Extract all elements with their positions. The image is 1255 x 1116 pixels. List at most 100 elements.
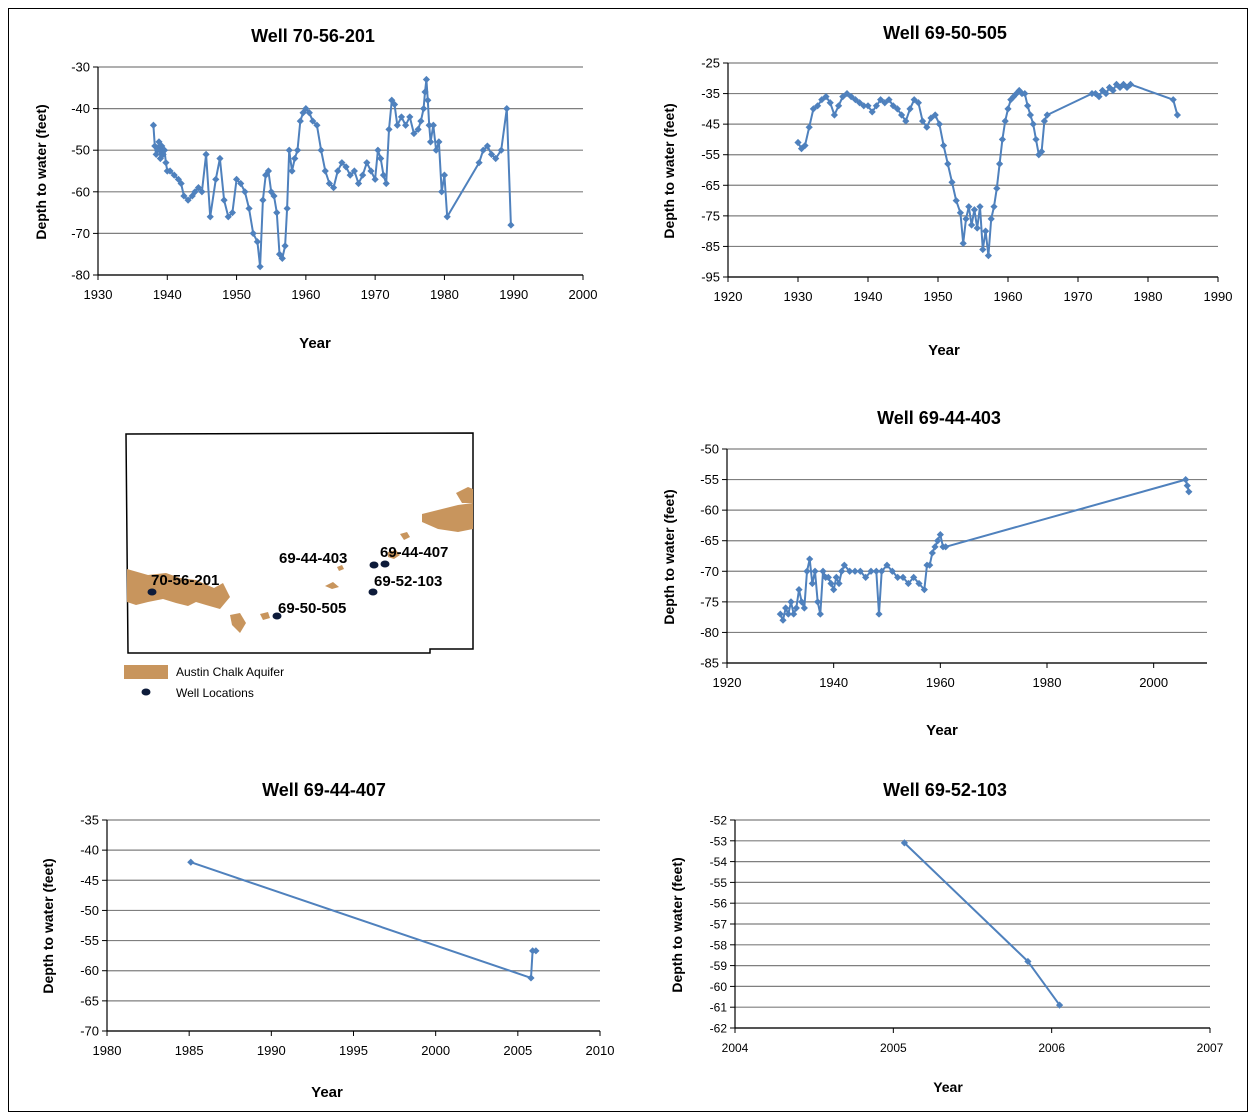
y-tick-label: -62	[710, 1022, 728, 1036]
data-point	[503, 105, 511, 113]
data-point	[245, 204, 253, 213]
x-tick-label: 2005	[503, 1043, 532, 1058]
y-tick-label: -45	[701, 117, 720, 132]
y-tick-label: -40	[71, 101, 90, 116]
plot-area: -50 -55 -60 -65 -70 -75 -80 -85 1920 1940 1960 1980…	[700, 442, 1207, 690]
data-point	[942, 543, 950, 551]
data-point	[479, 146, 487, 154]
aquifer-outcrop	[127, 487, 473, 633]
data-point	[851, 567, 859, 575]
data-point	[914, 99, 922, 107]
data-point	[800, 604, 808, 612]
data-point	[285, 146, 293, 154]
data-point	[919, 117, 927, 125]
x-tick-label: 1980	[430, 287, 459, 302]
x-tick-label: 1990	[257, 1043, 286, 1058]
well-label: 69-44-403	[279, 550, 347, 567]
data-point	[787, 598, 795, 606]
data-point	[420, 105, 428, 113]
data-point	[426, 138, 435, 146]
well-marker-69-44-407	[380, 560, 390, 568]
data-point	[313, 121, 321, 129]
data-point	[180, 192, 188, 200]
data-point	[923, 123, 931, 131]
x-tick-label: 1970	[361, 287, 390, 302]
y-tick-label: -80	[700, 625, 719, 640]
data-point	[402, 121, 410, 129]
well-marker-70-56-201	[147, 588, 157, 596]
data-point	[377, 154, 385, 163]
data-point	[910, 573, 918, 581]
data-point	[1012, 89, 1020, 98]
data-point	[421, 88, 429, 96]
well-location-map: 70-56-201 69-44-403 69-44-407 69-52-103 …	[118, 425, 483, 715]
data-point	[856, 99, 864, 107]
data-point	[779, 616, 787, 624]
x-tick-label: 1940	[153, 287, 182, 302]
y-tick-label: -60	[71, 184, 90, 199]
data-point	[827, 579, 835, 588]
data-point	[794, 138, 802, 147]
data-point	[976, 203, 984, 211]
chart-svg-2: Well 69-50-505 Year Depth to water (feet…	[661, 23, 1232, 359]
x-tick-label: 2006	[1038, 1041, 1065, 1055]
data-point	[206, 213, 214, 221]
data-point	[904, 579, 912, 588]
data-point	[819, 567, 827, 575]
data-point	[984, 252, 992, 260]
data-point	[973, 224, 981, 232]
data-point	[497, 146, 505, 154]
data-point	[952, 196, 960, 205]
chart-well-69-50-505: Well 69-50-505 Year Depth to water (feet…	[650, 14, 1250, 364]
well-marker-69-44-403	[369, 561, 379, 569]
series-line	[779, 478, 1190, 622]
data-point	[920, 586, 928, 594]
y-tick-label: -60	[700, 503, 719, 518]
y-tick-label: -70	[700, 564, 719, 579]
data-point	[1004, 105, 1012, 113]
data-point	[281, 242, 289, 250]
legend-aquifer-label: Austin Chalk Aquifer	[176, 665, 284, 679]
x-tick-label: 1980	[1134, 289, 1163, 304]
data-point	[273, 209, 281, 217]
y-tick-label: -45	[80, 873, 99, 888]
data-point	[979, 245, 987, 254]
legend-well-marker	[141, 688, 151, 696]
data-point	[414, 125, 422, 133]
data-point	[224, 213, 232, 221]
data-point	[153, 146, 162, 154]
data-point	[220, 196, 228, 204]
data-point	[305, 109, 313, 117]
data-point	[948, 178, 956, 186]
chart-svg-5: Well 69-52-103 Year Depth to water (feet…	[669, 780, 1224, 1095]
x-tick-label: 1950	[222, 287, 251, 302]
figure-frame	[8, 8, 1248, 1112]
data-point	[1038, 148, 1046, 156]
data-point	[492, 154, 500, 163]
data-point	[860, 102, 868, 110]
chart-title: Well 69-44-407	[262, 780, 386, 800]
data-point	[990, 203, 998, 211]
well-label: 69-44-407	[380, 544, 448, 561]
data-point	[425, 121, 433, 129]
y-axis-label: Depth to water (feet)	[669, 857, 685, 992]
data-point	[475, 159, 483, 167]
x-tick-label: 2010	[586, 1043, 615, 1058]
data-point	[835, 579, 843, 588]
data-point	[1010, 93, 1018, 101]
y-tick-label: -85	[701, 239, 720, 254]
data-point	[350, 167, 358, 175]
chart-title: Well 69-44-403	[877, 408, 1001, 428]
legend-well-label: Well Locations	[176, 686, 254, 700]
plot-area: -25 -35 -45 -55 -65 -75 -85 -95 1920 1930 1940 1950…	[701, 56, 1232, 305]
x-tick-label: 1980	[1033, 675, 1062, 690]
data-point	[902, 117, 910, 125]
y-tick-label: -50	[700, 442, 719, 457]
data-point	[432, 146, 440, 154]
y-tick-label: -50	[71, 143, 90, 158]
data-point	[184, 196, 192, 204]
data-point	[1183, 482, 1191, 490]
chart-svg-1: Well 70-56-201 Year Depth to water (feet…	[33, 26, 597, 352]
data-point	[483, 142, 491, 150]
data-point	[838, 567, 846, 575]
